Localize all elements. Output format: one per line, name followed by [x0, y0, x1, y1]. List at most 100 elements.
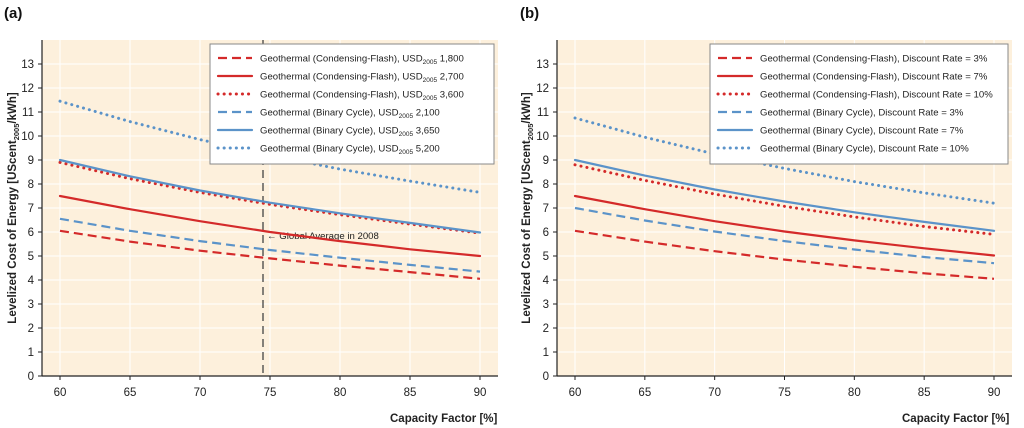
legend-label-end: 3,650	[413, 126, 440, 137]
y-tick-label: 3	[28, 299, 34, 311]
y-tick-label: 5	[28, 251, 34, 263]
panel-label: (b)	[520, 5, 539, 22]
series-line-3	[58, 160, 482, 235]
y-tick-label: 6	[28, 227, 34, 239]
x-tick-label: 60	[569, 387, 582, 399]
y-tick-label: 0	[28, 371, 34, 383]
legend-label-subscript: 2005	[423, 77, 438, 84]
legend-label: Geothermal (Binary Cycle), USD2005 3,650	[260, 126, 440, 139]
y-tick-label: 12	[536, 83, 549, 95]
y-tick-label: 11	[537, 107, 549, 119]
legend-label-main: Geothermal (Condensing-Flash), Discount …	[760, 72, 988, 83]
legend-label-main: Geothermal (Binary Cycle), Discount Rate…	[760, 126, 964, 137]
y-tick-label: 10	[21, 131, 34, 143]
x-tick-label: 75	[264, 387, 277, 399]
legend-label-main: Geothermal (Binary Cycle), Discount Rate…	[760, 108, 964, 119]
y-tick-label: 0	[543, 371, 549, 383]
legend-label: Geothermal (Binary Cycle), Discount Rate…	[760, 108, 964, 119]
series-line-4	[59, 217, 481, 273]
x-tick-label: 80	[848, 387, 861, 399]
x-tick-label: 70	[708, 387, 721, 399]
legend-label-end: 2,100	[413, 108, 440, 119]
x-axis-title: Capacity Factor [%]	[902, 413, 1010, 425]
y-tick-label: 12	[21, 83, 34, 95]
x-tick-label: 90	[988, 387, 1001, 399]
series-line-6	[58, 99, 482, 194]
legend-label: Geothermal (Condensing-Flash), USD2005 3…	[260, 90, 464, 103]
y-tick-label: 10	[536, 131, 549, 143]
legend-label-main: Geothermal (Condensing-Flash), USD	[260, 54, 423, 65]
legend-label: Geothermal (Binary Cycle), USD2005 5,200	[260, 144, 440, 157]
panel-label: (a)	[4, 5, 22, 22]
y-axis-title: Levelized Cost of Energy [UScent2005/kWh…	[7, 92, 21, 324]
y-axis-title-main: Levelized Cost of Energy [UScent	[7, 140, 19, 324]
y-tick-label: 9	[28, 155, 34, 167]
x-tick-label: 80	[334, 387, 347, 399]
legend: Geothermal (Condensing-Flash), USD2005 1…	[209, 43, 495, 165]
y-tick-label: 4	[28, 275, 35, 287]
legend-label-subscript: 2005	[399, 131, 414, 138]
legend-label-main: Geothermal (Condensing-Flash), Discount …	[760, 90, 993, 101]
series-line-2	[573, 194, 996, 257]
series-line-4	[574, 206, 995, 265]
legend-label: Geothermal (Condensing-Flash), Discount …	[760, 90, 993, 101]
legend-label-end: 2,700	[437, 72, 464, 83]
x-tick-label: 85	[404, 387, 417, 399]
series-line-5	[58, 158, 482, 234]
series-line-2	[58, 194, 482, 258]
y-axis-title-end: /kWh]	[521, 92, 533, 123]
annotation-label: ← Global Average in 2008	[267, 231, 379, 242]
y-tick-label: 8	[28, 179, 34, 191]
y-axis-title-end: /kWh]	[7, 92, 19, 123]
x-tick-label: 65	[638, 387, 651, 399]
y-axis-title-subscript: 2005	[12, 124, 21, 141]
legend-label-subscript: 2005	[423, 95, 438, 102]
series-line-6	[573, 116, 996, 205]
y-tick-label: 13	[21, 59, 34, 71]
legend-label: Geothermal (Condensing-Flash), Discount …	[760, 54, 988, 65]
legend-label-main: Geothermal (Condensing-Flash), USD	[260, 90, 423, 101]
y-axis-title-main: Levelized Cost of Energy [UScent	[521, 140, 533, 324]
y-tick-label: 11	[22, 107, 34, 119]
legend-label-end: 5,200	[413, 144, 440, 155]
legend-label-main: Geothermal (Condensing-Flash), USD	[260, 72, 423, 83]
legend-label-main: Geothermal (Binary Cycle), Discount Rate…	[760, 144, 969, 155]
legend-label-subscript: 2005	[399, 113, 414, 120]
x-tick-label: 90	[474, 387, 487, 399]
x-tick-label: 75	[778, 387, 791, 399]
legend-label-end: 3,600	[437, 90, 464, 101]
y-tick-label: 9	[543, 155, 549, 167]
x-axis-title: Capacity Factor [%]	[390, 413, 498, 425]
legend-label: Geothermal (Binary Cycle), Discount Rate…	[760, 144, 969, 155]
legend-label-main: Geothermal (Binary Cycle), USD	[260, 126, 399, 137]
series-line-5	[573, 158, 996, 232]
y-tick-label: 2	[28, 323, 34, 335]
series-line-3	[573, 163, 996, 236]
legend-label-subscript: 2005	[399, 149, 414, 156]
series-line-1	[59, 229, 481, 280]
x-tick-label: 70	[194, 387, 207, 399]
legend-label-subscript: 2005	[423, 59, 438, 66]
legend-box	[209, 43, 495, 165]
legend-box	[709, 43, 1009, 165]
y-tick-label: 2	[543, 323, 549, 335]
y-axis-title-subscript: 2005	[526, 124, 535, 141]
y-tick-label: 3	[543, 299, 549, 311]
y-tick-label: 5	[543, 251, 549, 263]
y-axis-title: Levelized Cost of Energy [UScent2005/kWh…	[521, 92, 535, 324]
legend-label-main: Geothermal (Condensing-Flash), Discount …	[760, 54, 988, 65]
legend: Geothermal (Condensing-Flash), Discount …	[709, 43, 1009, 165]
legend-label: Geothermal (Condensing-Flash), USD2005 2…	[260, 72, 464, 85]
legend-label-end: 1,800	[437, 54, 464, 65]
y-tick-label: 1	[28, 347, 34, 359]
series-line-1	[574, 229, 995, 280]
legend-label: Geothermal (Binary Cycle), USD2005 2,100	[260, 108, 440, 121]
legend-label: Geothermal (Condensing-Flash), USD2005 1…	[260, 54, 464, 67]
y-tick-label: 1	[543, 347, 549, 359]
y-tick-label: 7	[28, 203, 34, 215]
legend-label: Geothermal (Binary Cycle), Discount Rate…	[760, 126, 964, 137]
y-tick-label: 7	[543, 203, 549, 215]
legend-label-main: Geothermal (Binary Cycle), USD	[260, 144, 399, 155]
